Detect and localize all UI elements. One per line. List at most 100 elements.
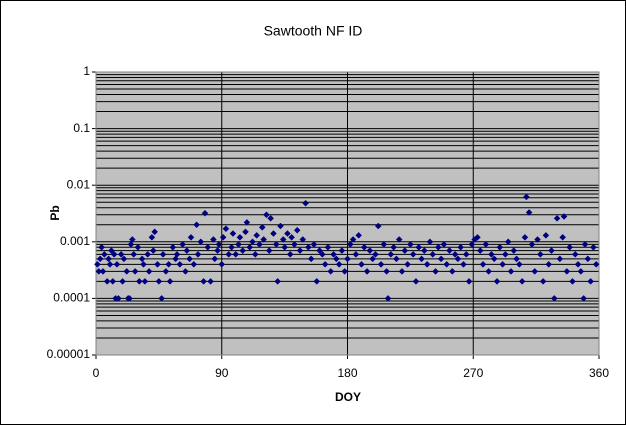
data-point bbox=[228, 243, 235, 251]
data-point bbox=[407, 241, 414, 248]
data-point bbox=[327, 268, 335, 275]
data-point bbox=[126, 295, 133, 302]
data-point bbox=[559, 233, 567, 241]
data-point bbox=[321, 260, 329, 268]
data-point bbox=[110, 251, 118, 258]
data-point bbox=[148, 233, 156, 241]
data-point bbox=[172, 255, 179, 263]
data-point bbox=[401, 247, 409, 254]
data-point bbox=[332, 255, 340, 263]
data-point bbox=[242, 228, 249, 236]
data-point bbox=[109, 278, 117, 285]
data-point bbox=[584, 255, 592, 263]
data-point bbox=[393, 255, 400, 263]
data-point bbox=[384, 295, 392, 302]
data-point bbox=[103, 278, 111, 285]
data-point bbox=[99, 268, 107, 275]
data-point bbox=[569, 278, 576, 285]
data-point bbox=[284, 230, 291, 237]
data-point bbox=[138, 255, 146, 263]
data-point bbox=[448, 268, 456, 275]
data-point bbox=[525, 209, 533, 216]
data-point bbox=[387, 251, 395, 258]
data-point bbox=[460, 260, 467, 268]
data-point bbox=[566, 243, 574, 251]
data-point bbox=[490, 255, 498, 263]
data-point bbox=[358, 260, 365, 268]
data-point bbox=[159, 251, 167, 258]
data-point bbox=[258, 223, 266, 231]
data-point bbox=[305, 243, 312, 251]
data-point bbox=[377, 260, 385, 268]
data-point bbox=[577, 268, 585, 275]
data-point bbox=[390, 243, 397, 251]
plot-border bbox=[95, 71, 600, 356]
y-axis-title: Pb bbox=[48, 205, 62, 220]
data-point bbox=[272, 241, 280, 248]
y-tick-label: 0.001 bbox=[60, 234, 90, 248]
data-point bbox=[288, 233, 295, 241]
data-point bbox=[372, 251, 379, 258]
data-point bbox=[179, 241, 186, 248]
data-point bbox=[219, 233, 227, 241]
data-point bbox=[286, 251, 294, 258]
data-point bbox=[338, 247, 346, 254]
data-point bbox=[117, 251, 125, 258]
data-point bbox=[183, 247, 191, 254]
data-point bbox=[415, 243, 423, 251]
data-point bbox=[277, 222, 284, 230]
data-point bbox=[197, 238, 205, 246]
data-point bbox=[521, 233, 529, 241]
data-point bbox=[243, 219, 251, 226]
data-point bbox=[166, 278, 174, 285]
data-point bbox=[94, 260, 101, 268]
data-point bbox=[499, 260, 506, 268]
data-point bbox=[420, 247, 428, 254]
data-point bbox=[553, 214, 561, 222]
y-tick-label: 1 bbox=[83, 64, 90, 78]
data-point bbox=[130, 251, 138, 258]
data-point bbox=[462, 251, 470, 258]
data-point bbox=[574, 260, 582, 268]
data-point bbox=[363, 268, 371, 275]
data-point bbox=[592, 260, 600, 268]
data-point bbox=[218, 260, 226, 268]
data-point bbox=[302, 199, 309, 207]
data-point bbox=[548, 247, 555, 254]
data-point bbox=[210, 236, 217, 243]
data-point bbox=[369, 255, 377, 263]
data-point bbox=[451, 251, 459, 258]
data-point bbox=[123, 268, 131, 275]
y-tick-label: 0.01 bbox=[67, 177, 91, 191]
data-point bbox=[149, 247, 157, 254]
data-point bbox=[144, 251, 152, 258]
data-point bbox=[440, 241, 448, 248]
data-point bbox=[131, 268, 139, 275]
data-point bbox=[115, 295, 122, 302]
data-point bbox=[418, 255, 425, 263]
data-point bbox=[556, 255, 564, 263]
data-point bbox=[113, 260, 121, 268]
data-point bbox=[346, 241, 354, 248]
data-point bbox=[134, 243, 142, 251]
data-point bbox=[571, 251, 579, 258]
data-point bbox=[215, 241, 223, 248]
data-point bbox=[236, 233, 244, 241]
x-axis-title: DOY bbox=[335, 390, 361, 404]
data-point bbox=[434, 243, 442, 251]
data-point bbox=[263, 211, 270, 219]
data-point bbox=[201, 209, 209, 217]
data-point bbox=[330, 251, 337, 258]
data-point bbox=[465, 278, 473, 285]
y-tick-label: 0.00001 bbox=[47, 347, 91, 361]
data-point bbox=[176, 260, 184, 268]
data-point bbox=[513, 255, 520, 263]
data-point bbox=[355, 231, 363, 239]
data-point bbox=[186, 255, 193, 263]
data-point bbox=[200, 278, 207, 285]
data-point bbox=[507, 268, 515, 275]
data-point bbox=[187, 233, 195, 241]
data-point bbox=[395, 236, 403, 243]
data-point bbox=[531, 268, 539, 275]
data-point bbox=[482, 241, 490, 248]
